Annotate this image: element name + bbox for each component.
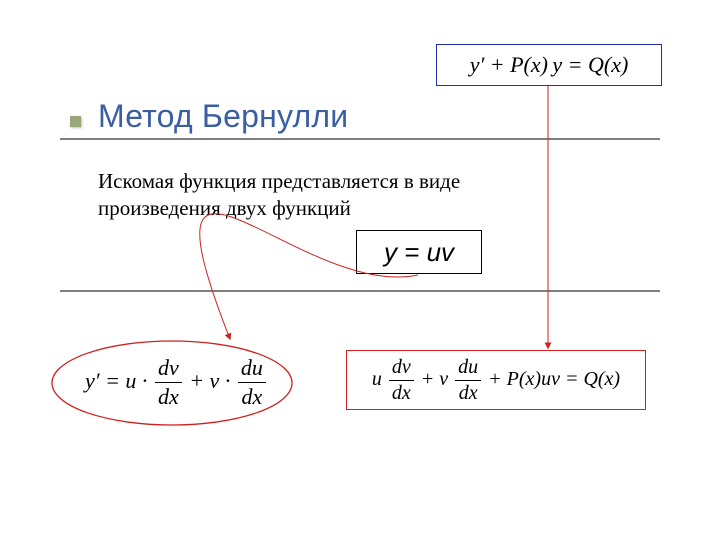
body-text: Искомая функция представляется в виде пр… <box>98 168 460 222</box>
title-bullet <box>70 116 81 127</box>
equation-ode: y′ + P(x) y = Q(x) <box>436 44 662 86</box>
body-line-1: Искомая функция представляется в виде <box>98 169 460 193</box>
page-title: Метод Бернулли <box>98 98 348 135</box>
slide: Метод Бернулли y′ + P(x) y = Q(x) Искома… <box>0 0 720 540</box>
rule-under-title <box>60 138 660 140</box>
body-line-2: произведения двух функций <box>98 196 351 220</box>
equation-expanded: u dvdx + v dudx + P(x)uv = Q(x) <box>346 350 646 410</box>
rule-mid <box>60 290 660 292</box>
equation-derivative: y′ = u · dvdx + v · dudx <box>85 355 268 410</box>
equation-substitution: y = uv <box>356 230 482 274</box>
